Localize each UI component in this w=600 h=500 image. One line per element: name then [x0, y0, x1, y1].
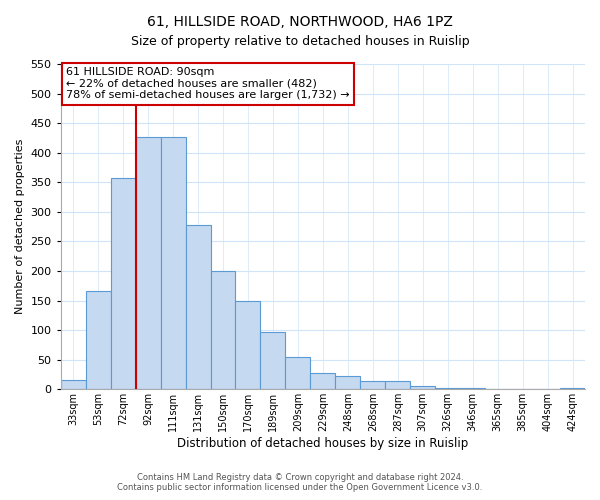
Bar [310, 372, 335, 390]
Bar [435, 388, 460, 390]
Bar [235, 300, 260, 390]
Bar [560, 388, 585, 390]
Bar [361, 381, 385, 390]
Bar [86, 290, 110, 390]
Bar [185, 226, 211, 390]
Text: Size of property relative to detached houses in Ruislip: Size of property relative to detached ho… [131, 35, 469, 48]
Y-axis label: Number of detached properties: Number of detached properties [15, 139, 25, 314]
Bar [260, 332, 286, 390]
Bar [110, 178, 136, 390]
Bar [385, 381, 410, 390]
Bar [61, 380, 86, 390]
Bar [485, 388, 510, 390]
Text: 61, HILLSIDE ROAD, NORTHWOOD, HA6 1PZ: 61, HILLSIDE ROAD, NORTHWOOD, HA6 1PZ [147, 15, 453, 29]
Text: Contains HM Land Registry data © Crown copyright and database right 2024.
Contai: Contains HM Land Registry data © Crown c… [118, 473, 482, 492]
Bar [335, 376, 361, 390]
Bar [211, 271, 235, 390]
Bar [161, 136, 185, 390]
Bar [136, 136, 161, 390]
Bar [410, 386, 435, 390]
Bar [460, 388, 485, 390]
Text: 61 HILLSIDE ROAD: 90sqm
← 22% of detached houses are smaller (482)
78% of semi-d: 61 HILLSIDE ROAD: 90sqm ← 22% of detache… [66, 68, 350, 100]
Bar [286, 357, 310, 390]
X-axis label: Distribution of detached houses by size in Ruislip: Distribution of detached houses by size … [177, 437, 469, 450]
